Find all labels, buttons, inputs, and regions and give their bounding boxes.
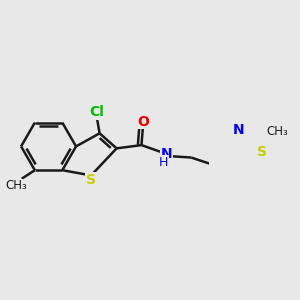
Text: CH₃: CH₃ <box>5 179 27 192</box>
Text: N: N <box>161 147 173 161</box>
Text: CH₃: CH₃ <box>267 125 288 138</box>
Text: S: S <box>257 145 268 159</box>
Text: N: N <box>232 123 244 137</box>
Text: Cl: Cl <box>89 105 104 119</box>
Text: O: O <box>137 115 149 128</box>
Text: H: H <box>159 156 168 169</box>
Text: S: S <box>86 173 96 187</box>
